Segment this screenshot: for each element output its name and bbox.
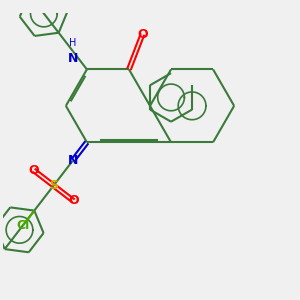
Text: N: N [68,52,78,65]
Text: H: H [69,38,76,48]
Text: S: S [49,179,58,192]
Text: O: O [137,28,148,40]
Text: N: N [68,154,78,167]
Text: Cl: Cl [16,219,29,232]
Text: O: O [68,194,79,208]
Text: O: O [28,164,39,177]
